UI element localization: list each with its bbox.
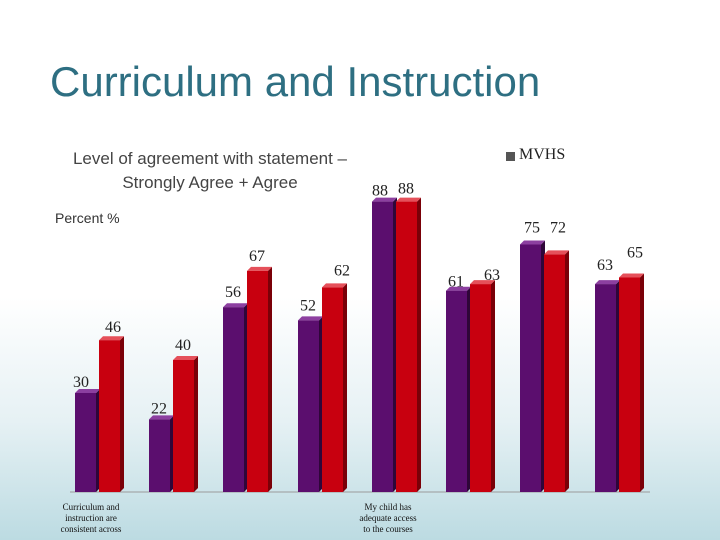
bar-mvhs-6 xyxy=(470,280,495,492)
data-label: 62 xyxy=(334,262,350,279)
bar-purple-7 xyxy=(520,240,545,492)
data-label: 46 xyxy=(105,319,121,336)
bar-mvhs-4 xyxy=(322,283,347,492)
bar-mvhs-5 xyxy=(396,197,421,492)
bar-purple-8 xyxy=(595,280,620,492)
bar-purple-6 xyxy=(446,286,471,492)
bar-purple-3 xyxy=(223,303,248,492)
data-label: 75 xyxy=(524,220,540,237)
category-label: My child has adequate access to the course… xyxy=(359,502,417,534)
bar-mvhs-8 xyxy=(619,273,644,492)
legend-swatch xyxy=(506,151,515,161)
data-label: 88 xyxy=(372,183,388,200)
data-label: 67 xyxy=(249,248,265,265)
bar-mvhs-7 xyxy=(544,250,569,492)
bar-mvhs-2 xyxy=(173,356,198,492)
bar-purple-2 xyxy=(149,415,174,492)
data-label: 63 xyxy=(597,257,613,274)
data-label: 40 xyxy=(175,337,191,354)
bar-purple-4 xyxy=(298,316,323,492)
bar-purple-1 xyxy=(75,389,100,492)
data-label: 88 xyxy=(398,181,414,198)
category-label: Curriculum and instruction are consistent … xyxy=(61,502,122,534)
data-label: 52 xyxy=(300,297,316,314)
data-label: 63 xyxy=(484,267,500,284)
data-label: 22 xyxy=(151,400,167,417)
bar-mvhs-1 xyxy=(99,336,124,492)
bar-purple-5 xyxy=(372,197,397,492)
data-label: 72 xyxy=(550,219,566,236)
bar-mvhs-3 xyxy=(247,266,272,492)
data-label: 56 xyxy=(225,284,241,301)
chart-legend: MVHS xyxy=(506,146,565,164)
chart-title: Level of agreement with statement – Stro… xyxy=(72,149,348,192)
data-label: 65 xyxy=(627,245,643,262)
data-label: 30 xyxy=(73,374,89,391)
data-label: 61 xyxy=(448,274,464,291)
slide-title: Curriculum and Instruction xyxy=(50,58,541,105)
legend-label-mvhs: MVHS xyxy=(519,146,566,163)
y-axis-label: Percent % xyxy=(55,210,120,226)
